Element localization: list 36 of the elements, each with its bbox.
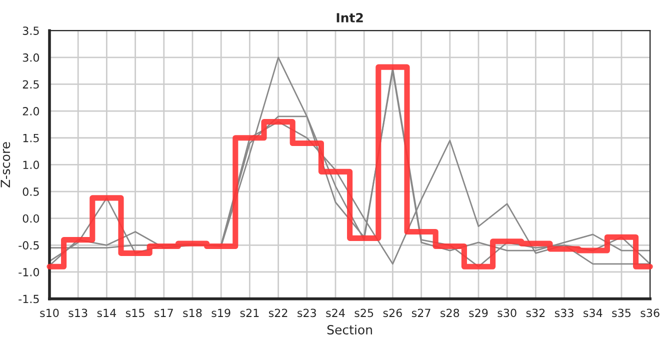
x-tick-label: s35 [612,308,630,318]
x-axis-title: Section [327,324,372,335]
y-tick-label: 2.5 [22,80,39,89]
y-tick-label: -1.0 [18,268,40,276]
y-tick-label: 0.0 [22,214,40,223]
x-tick-label: s32 [526,308,545,318]
y-tick-label: -0.5 [18,241,39,250]
x-tick-label: s15 [126,308,144,318]
y-tick-label: 1.5 [23,134,39,142]
x-tick-label: s14 [97,308,116,318]
x-tick-label: s29 [469,308,488,318]
x-tick-label: s23 [298,308,316,318]
x-tick-label: s27 [412,308,430,318]
y-tick-label: 1.0 [23,160,40,170]
y-axis-title: Z-score [0,142,10,188]
y-tick-label: 3.0 [22,53,40,62]
x-tick-label: s17 [154,308,173,318]
x-tick-label: s30 [498,308,516,318]
x-tick-label: s21 [240,308,259,318]
x-tick-label: s26 [383,308,402,318]
x-tick-label: s36 [640,308,660,318]
x-tick-label: s34 [584,308,602,318]
x-tick-label: s18 [183,308,202,318]
x-tick-label: s19 [212,308,230,318]
y-tick-label: 2.0 [22,107,40,116]
x-tick-label: s24 [326,308,345,318]
x-tick-label: s25 [354,308,374,318]
x-tick-label: s33 [554,308,574,318]
x-tick-label: s10 [40,308,59,318]
y-tick-label: 0.5 [22,187,39,196]
x-tick-label: s22 [268,308,288,318]
x-tick-label: s28 [440,308,460,318]
chart-title: Int2 [336,12,363,22]
y-tick-label: -1.5 [18,294,39,304]
y-tick-label: 3.5 [22,26,39,35]
x-tick-label: s13 [68,308,88,318]
